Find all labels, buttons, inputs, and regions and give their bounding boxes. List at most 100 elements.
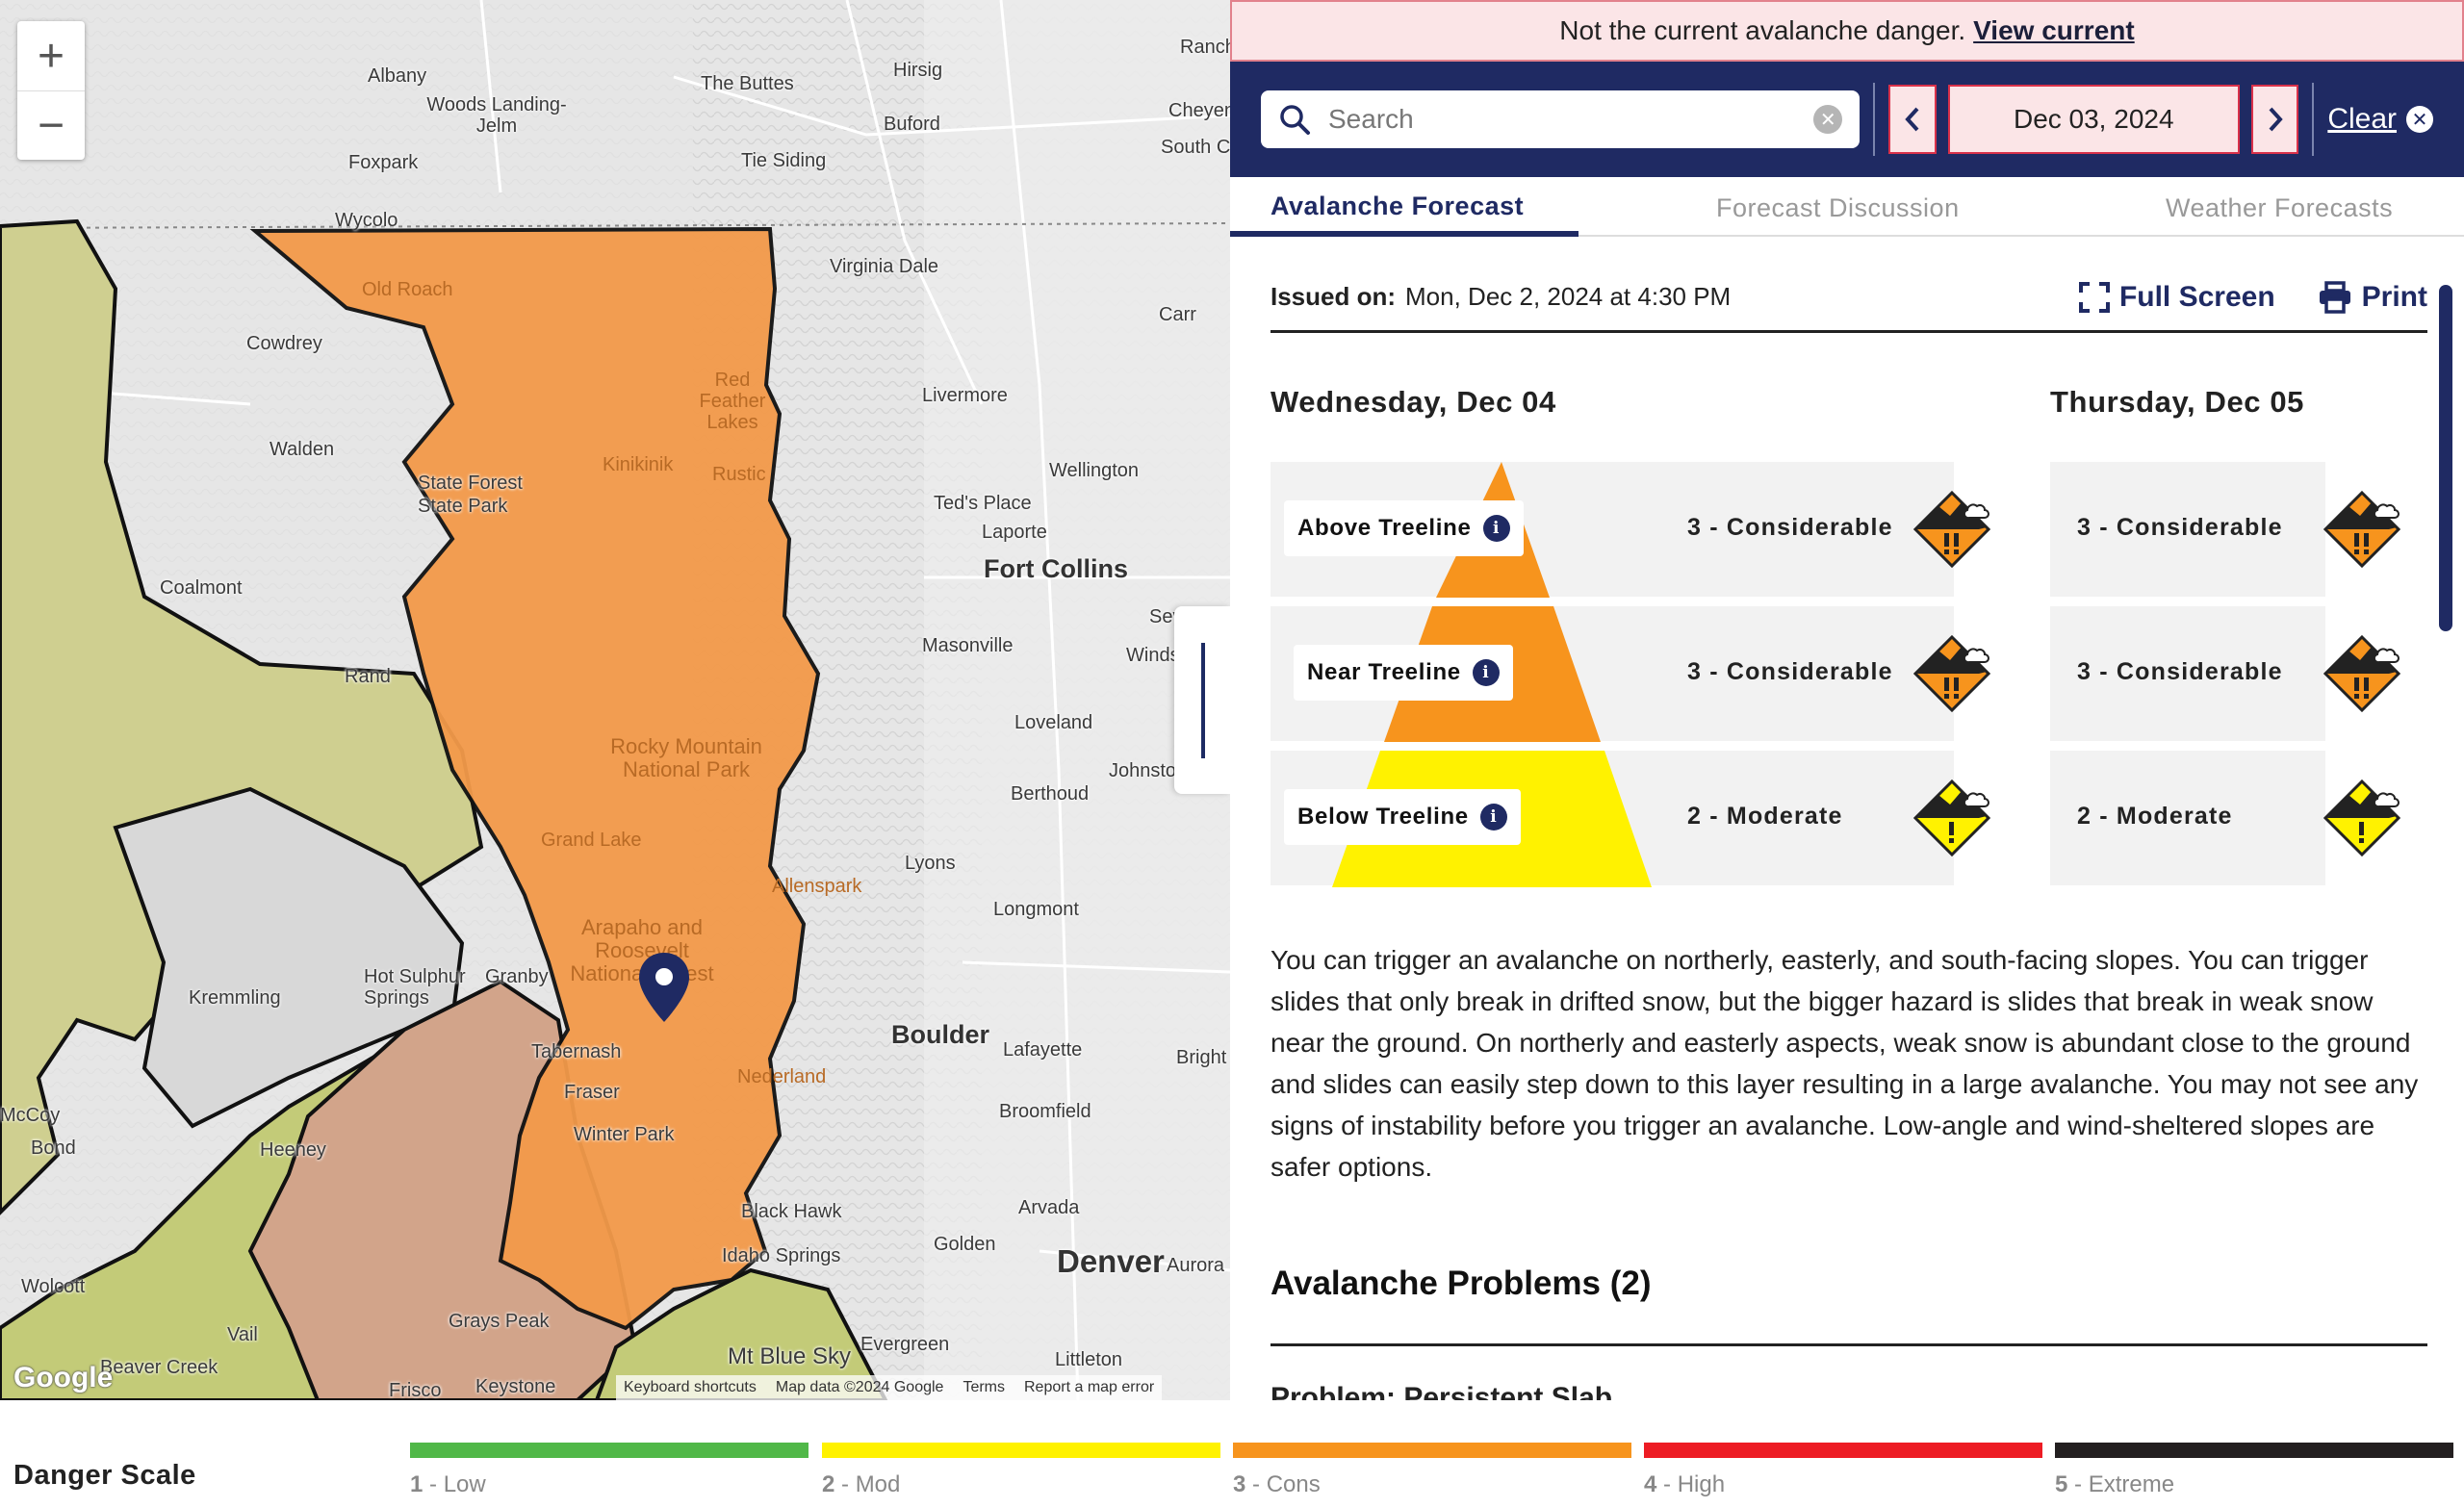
- scale-level-name: - Cons: [1245, 1471, 1321, 1497]
- terms-link[interactable]: Terms: [962, 1379, 1005, 1395]
- map-label: Vail: [227, 1324, 258, 1345]
- map-label: South Ch: [1161, 137, 1230, 158]
- panel-scrollbar[interactable]: [2439, 285, 2452, 631]
- active-tab-indicator: [1230, 231, 1578, 237]
- search-icon: [1280, 105, 1310, 135]
- zoom-in-button[interactable]: +: [37, 30, 65, 82]
- day1-title: Wednesday, Dec 04: [1270, 385, 1556, 419]
- previous-date-button[interactable]: [1888, 85, 1937, 154]
- printer-icon: [2319, 280, 2350, 314]
- day2-band-below: [2050, 751, 2325, 885]
- band-label-near-treeline: Near Treeline i: [1294, 645, 1513, 701]
- scale-level-name: - Low: [423, 1471, 486, 1497]
- clear-search-icon[interactable]: ✕: [1813, 105, 1843, 134]
- close-circle-icon: ✕: [2406, 106, 2434, 133]
- clear-button[interactable]: Clear ✕: [2327, 103, 2434, 136]
- avalanche-problems-heading: Avalanche Problems (2): [1270, 1265, 1652, 1303]
- google-logo: Google: [13, 1362, 114, 1393]
- view-current-link[interactable]: View current: [1973, 15, 2135, 45]
- map-label: Fraser: [564, 1082, 620, 1103]
- map-label: Tie Siding: [741, 150, 827, 171]
- considerable-danger-icon: [1912, 634, 1991, 713]
- day1-rating-below: 2 - Moderate: [1687, 803, 1843, 830]
- band-label-below-treeline: Below Treeline i: [1284, 789, 1521, 845]
- map-label: Red Feather Lakes: [699, 370, 766, 433]
- zoom-out-button[interactable]: −: [17, 90, 85, 160]
- map-label: Grand Lake: [541, 830, 642, 851]
- search-input[interactable]: [1328, 104, 1814, 135]
- scale-bar: [410, 1443, 808, 1458]
- map-label: Walden: [270, 439, 335, 460]
- toolbar-divider: [2312, 83, 2315, 156]
- map-label: Winter Park: [574, 1124, 675, 1145]
- map-canvas[interactable]: [0, 0, 1230, 1400]
- print-label: Print: [2361, 280, 2427, 313]
- location-pin-icon[interactable]: [637, 951, 691, 1024]
- scale-level-moderate: 2 - Mod: [822, 1443, 1220, 1498]
- map-label: Nederland: [737, 1066, 827, 1087]
- scale-bar: [1644, 1443, 2042, 1458]
- panel-collapse-handle[interactable]: [1174, 606, 1230, 794]
- report-map-error-link[interactable]: Report a map error: [1024, 1379, 1155, 1395]
- map-label: Sev: [1149, 606, 1183, 627]
- scale-level-high: 4 - High: [1644, 1443, 2042, 1498]
- keyboard-shortcuts-link[interactable]: Keyboard shortcuts: [624, 1379, 757, 1395]
- map-label: Laporte: [982, 522, 1047, 543]
- full-screen-button[interactable]: Full Screen: [2078, 280, 2275, 314]
- map-label: Keystone: [475, 1376, 556, 1397]
- map-label: Fort Collins: [984, 554, 1128, 583]
- map-label: Black Hawk: [741, 1201, 842, 1222]
- map-label: Livermore: [922, 385, 1008, 406]
- map-label: Broomfield: [999, 1101, 1091, 1122]
- map-label: Littleton: [1055, 1349, 1123, 1370]
- print-button[interactable]: Print: [2318, 281, 2427, 314]
- issued-row: Issued on: Mon, Dec 2, 2024 at 4:30 PM F…: [1270, 269, 2427, 333]
- scale-level-number: 2: [822, 1471, 835, 1497]
- tab-forecast-discussion[interactable]: Forecast Discussion: [1716, 192, 1960, 222]
- map-label: Denver: [1057, 1243, 1165, 1279]
- map-label: Lyons: [905, 853, 956, 874]
- map-label: Wellington: [1049, 460, 1140, 481]
- info-icon[interactable]: i: [1482, 515, 1510, 542]
- tab-avalanche-forecast[interactable]: Avalanche Forecast: [1270, 191, 1525, 220]
- map-label: Hot Sulphur Springs: [364, 966, 466, 1009]
- map-label: Albany: [368, 65, 427, 87]
- tab-weather-forecasts[interactable]: Weather Forecasts: [2166, 192, 2394, 222]
- map-label: McCoy: [0, 1105, 61, 1126]
- forecast-panel: Not the current avalanche danger. View c…: [1230, 0, 2464, 1400]
- map-label: State Forest State Park: [418, 473, 523, 517]
- map-label: Loveland: [1014, 712, 1093, 733]
- day1-rating-near: 3 - Considerable: [1687, 658, 1893, 685]
- considerable-danger-icon: [2323, 490, 2401, 569]
- next-date-button[interactable]: [2250, 85, 2299, 154]
- moderate-danger-icon: [1912, 779, 1991, 857]
- scale-level-name: - Extreme: [2067, 1471, 2175, 1497]
- map-label: Mt Blue Sky: [728, 1343, 852, 1369]
- map-label: Foxpark: [348, 152, 419, 173]
- band-label-above-treeline: Above Treeline i: [1284, 500, 1524, 556]
- map-label: Woods Landing-Jelm: [426, 94, 567, 137]
- map-label: Bright: [1176, 1047, 1227, 1068]
- forecast-tabs: Avalanche Forecast Forecast Discussion W…: [1230, 177, 2464, 237]
- map-label: Golden: [934, 1234, 996, 1255]
- map-label: Bond: [31, 1137, 76, 1159]
- map-label: Rand: [345, 666, 391, 687]
- band-name: Below Treeline: [1297, 804, 1469, 830]
- info-icon[interactable]: i: [1472, 659, 1500, 686]
- full-screen-label: Full Screen: [2118, 280, 2275, 313]
- map-label: Frisco: [389, 1380, 442, 1400]
- map-attribution: Keyboard shortcuts Map data ©2024 Google…: [616, 1375, 1163, 1400]
- forecast-map[interactable]: Albany Woods Landing-Jelm Foxpark Wycolo…: [0, 0, 1230, 1400]
- map-label: Berthoud: [1011, 783, 1090, 805]
- info-icon[interactable]: i: [1479, 804, 1507, 831]
- scale-bar: [2055, 1443, 2453, 1458]
- day2-band-above: [2050, 462, 2325, 597]
- map-label: Evergreen: [860, 1334, 950, 1355]
- map-label: Virginia Dale: [830, 256, 939, 277]
- date-picker[interactable]: Dec 03, 2024: [1947, 85, 2240, 154]
- band-name: Above Treeline: [1297, 515, 1472, 541]
- map-label: Ted's Place: [934, 493, 1032, 514]
- expand-icon: [2078, 281, 2110, 313]
- search-box[interactable]: ✕: [1261, 90, 1861, 148]
- map-label: Coalmont: [160, 577, 243, 599]
